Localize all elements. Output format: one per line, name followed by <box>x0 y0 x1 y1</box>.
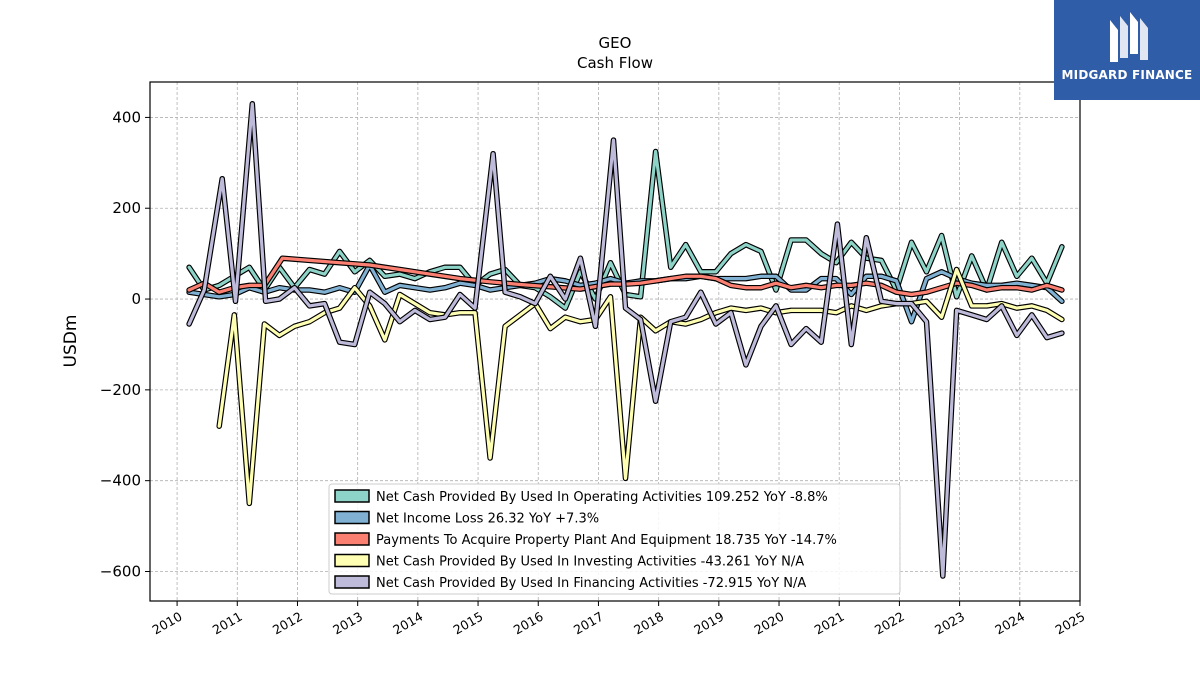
legend-label: Net Cash Provided By Used In Financing A… <box>376 576 806 591</box>
legend: Net Cash Provided By Used In Operating A… <box>328 483 901 595</box>
x-tick-label: 2022 <box>872 609 907 638</box>
x-tick-label: 2018 <box>631 609 666 638</box>
x-tick-label: 2017 <box>571 609 606 638</box>
y-tick-label: −400 <box>100 472 141 490</box>
x-tick-label: 2020 <box>751 609 786 638</box>
chart-subtitle: Cash Flow <box>577 54 653 72</box>
brand-logo: MIDGARD FINANCE <box>1054 0 1200 100</box>
x-ticks: 2010 2011 2012 2013 2014 2015 2016 2017 2018 2019… <box>150 601 1088 638</box>
legend-label: Net Cash Provided By Used In Investing A… <box>376 555 804 570</box>
legend-swatch <box>334 532 370 546</box>
series-3 <box>186 255 1065 298</box>
x-tick-label: 2013 <box>330 609 365 638</box>
x-tick-label: 2014 <box>390 609 425 638</box>
midgard-logo-icon <box>1110 12 1148 62</box>
series-layer <box>186 101 1065 579</box>
x-tick-label: 2019 <box>691 609 726 638</box>
x-tick-label: 2016 <box>511 609 546 638</box>
x-tick-label: 2021 <box>812 609 847 638</box>
y-tick-label: −200 <box>100 381 141 399</box>
legend-swatch <box>334 575 370 589</box>
legend-label: Net Cash Provided By Used In Operating A… <box>376 490 828 505</box>
x-tick-label: 2023 <box>932 609 967 638</box>
x-tick-label: 2012 <box>270 609 305 638</box>
series-line <box>187 102 1064 578</box>
chart-title: GEO <box>599 34 632 52</box>
y-ticks: 400 200 0 −200 −400 −600 <box>100 108 150 580</box>
legend-swatch <box>334 489 370 503</box>
legend-swatch <box>334 510 370 525</box>
legend-label: Net Income Loss 26.32 YoY +7.3% <box>376 512 599 527</box>
y-tick-label: 0 <box>131 290 141 308</box>
x-tick-label: 2024 <box>992 609 1027 638</box>
y-tick-label: 200 <box>112 199 141 217</box>
x-tick-label: 2010 <box>150 609 185 638</box>
brand-name: MIDGARD FINANCE <box>1061 68 1193 82</box>
legend-box <box>328 483 901 595</box>
series-5 <box>186 101 1065 579</box>
y-tick-label: −600 <box>100 562 141 580</box>
legend-swatch <box>334 553 370 568</box>
x-tick-label: 2025 <box>1052 609 1087 638</box>
series-line <box>187 256 1064 297</box>
x-tick-label: 2011 <box>210 609 245 638</box>
plot-frame <box>149 81 1081 602</box>
x-tick-label: 2015 <box>451 609 486 638</box>
legend-label: Payments To Acquire Property Plant And E… <box>376 533 837 548</box>
y-axis-label: USDm <box>61 315 81 368</box>
y-tick-label: 400 <box>112 108 141 126</box>
